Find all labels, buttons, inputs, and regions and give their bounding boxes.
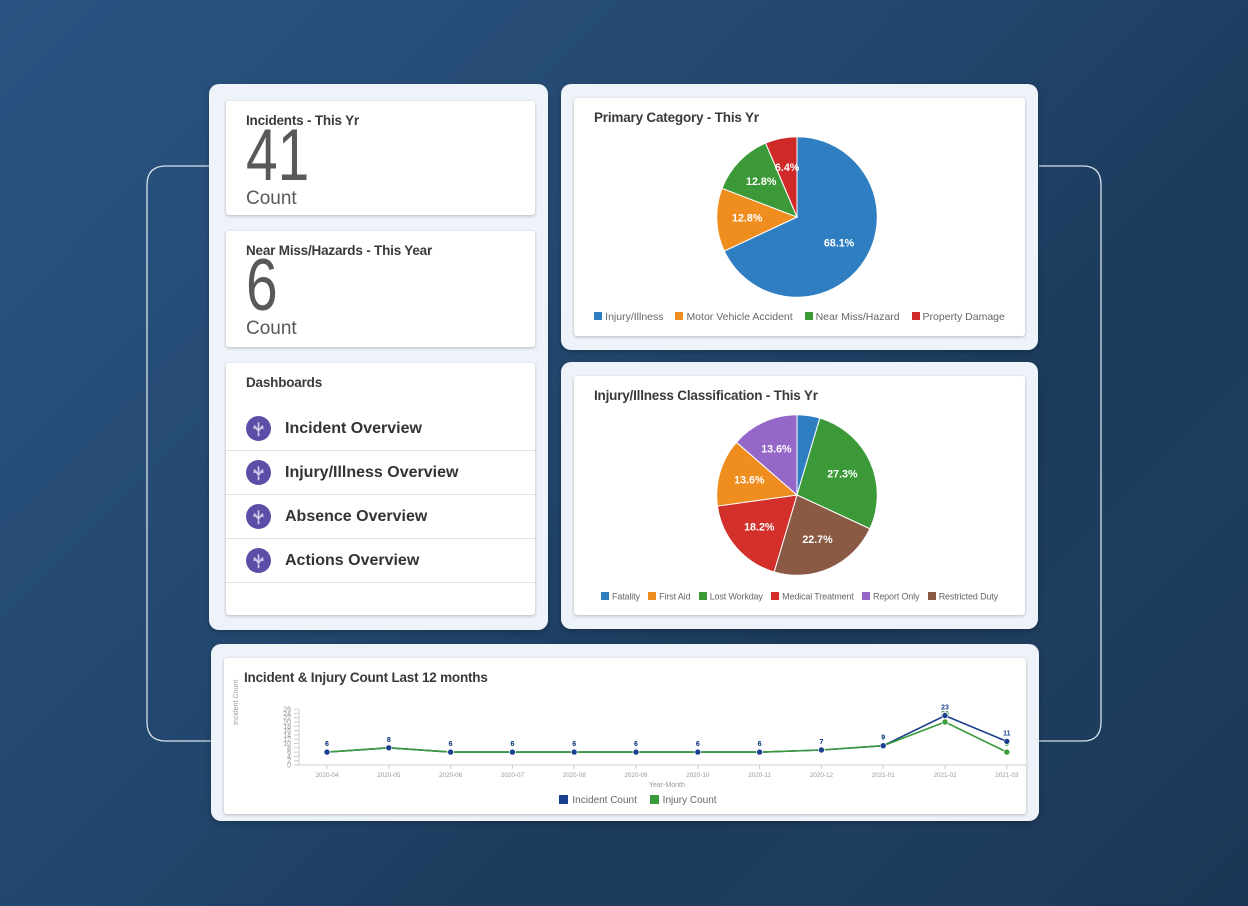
svg-text:2020-12: 2020-12	[810, 772, 834, 779]
svg-text:13.6%: 13.6%	[734, 475, 765, 487]
svg-text:23: 23	[941, 705, 949, 712]
svg-text:6: 6	[449, 741, 453, 748]
svg-text:12.8%: 12.8%	[732, 213, 763, 225]
svg-text:22.7%: 22.7%	[802, 534, 833, 546]
svg-text:6: 6	[696, 741, 700, 748]
svg-text:6.4%: 6.4%	[775, 162, 800, 174]
svg-text:13.6%: 13.6%	[761, 444, 792, 456]
svg-text:2021-03: 2021-03	[995, 772, 1019, 779]
svg-text:6: 6	[758, 741, 762, 748]
svg-text:Year-Month: Year-Month	[649, 782, 685, 789]
svg-text:2020-10: 2020-10	[686, 772, 710, 779]
svg-text:8: 8	[387, 737, 391, 744]
svg-text:26: 26	[283, 707, 291, 714]
svg-text:6: 6	[572, 741, 576, 748]
svg-text:6: 6	[325, 741, 329, 748]
svg-text:2020-09: 2020-09	[624, 772, 648, 779]
svg-text:2020-08: 2020-08	[563, 772, 587, 779]
svg-text:2020-06: 2020-06	[439, 772, 463, 779]
svg-text:68.1%: 68.1%	[824, 238, 855, 250]
svg-text:2021-02: 2021-02	[933, 772, 957, 779]
svg-text:11: 11	[1003, 730, 1011, 737]
svg-text:6: 6	[634, 741, 638, 748]
svg-text:27.3%: 27.3%	[827, 468, 858, 480]
svg-text:2020-05: 2020-05	[377, 772, 401, 779]
svg-text:2020-07: 2020-07	[501, 772, 525, 779]
svg-text:12.8%: 12.8%	[746, 176, 777, 188]
svg-text:2020-11: 2020-11	[748, 772, 771, 779]
svg-text:9: 9	[881, 735, 885, 742]
svg-text:18.2%: 18.2%	[744, 521, 775, 533]
svg-text:2021-01: 2021-01	[872, 772, 896, 779]
svg-text:6: 6	[510, 741, 514, 748]
svg-text:7: 7	[819, 739, 823, 746]
svg-text:2020-04: 2020-04	[315, 772, 339, 779]
